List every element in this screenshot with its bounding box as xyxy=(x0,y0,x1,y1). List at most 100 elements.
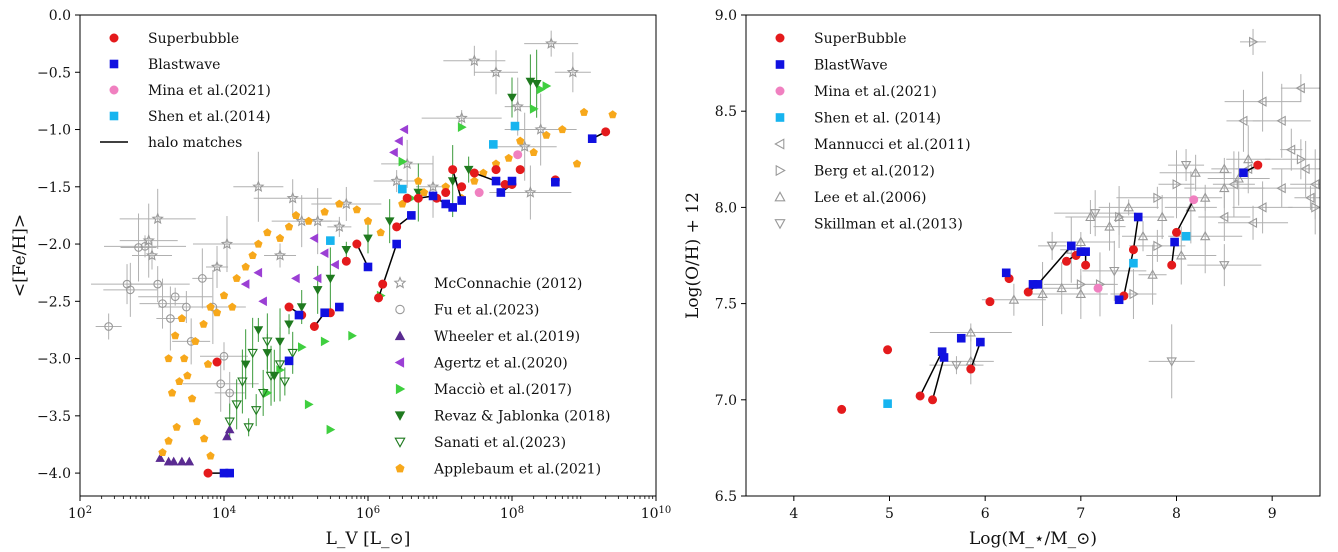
data-point-mannucci-et-al-2011 xyxy=(1238,115,1248,127)
data-point-sanati-et-al-2023 xyxy=(279,377,291,387)
data-point-superbubble xyxy=(441,188,451,198)
data-point-sanati-et-al-2023 xyxy=(231,400,242,410)
data-point-fu-et-al-2023 xyxy=(182,302,191,312)
data-point-lee-et-al-2006 xyxy=(1199,230,1211,241)
data-point-blastwave xyxy=(1133,212,1143,222)
x-tick-label: 5 xyxy=(885,506,894,522)
data-point-lee-et-al-2006 xyxy=(1176,250,1187,260)
x-tick-label: 102 xyxy=(68,505,92,523)
data-point-sanati-et-al-2023 xyxy=(287,348,298,359)
data-point-sanati-et-al-2023 xyxy=(224,417,235,428)
data-point-mcconnachie-2012 xyxy=(390,174,403,187)
data-point-mina-et-al-2021 xyxy=(474,188,484,198)
data-point-superbubble xyxy=(883,345,893,355)
data-point-agertz-et-al-2020 xyxy=(253,267,263,278)
legend-label-blastwave: Blastwave xyxy=(148,57,220,73)
x-tick-label: 1010 xyxy=(641,505,672,523)
chart-panel-1: 102 104 106 108 10100.0−0.5−1.0−1.5−2.0−2.5−… xyxy=(10,8,671,549)
data-point-lee-et-al-2006 xyxy=(1008,294,1020,304)
halo-match-line xyxy=(377,243,398,299)
data-point-applebaum-et-al-2021 xyxy=(206,302,215,311)
chart-panel-2: 4 5 6 7 8 9 6.5 7.0 7.5 8.0 8.5 9.0 Log(M_⋆/M_⊙) Log(… xyxy=(683,8,1321,549)
legend-label-mcconnachie-2012: McConnachie (2012) xyxy=(434,276,582,292)
legend-marker-lee-et-al-2006 xyxy=(774,191,786,202)
data-point-applebaum-et-al-2021 xyxy=(335,199,344,208)
x-tick-exponent: 8 xyxy=(518,505,524,516)
data-point-mcconnachie-2012 xyxy=(273,249,287,261)
legend-marker-berg-et-al-2012 xyxy=(775,164,786,177)
data-point-lee-et-al-2006 xyxy=(1199,192,1211,202)
y-axis-label: Log(O/H) + 12 xyxy=(683,192,703,319)
data-point-blastwave xyxy=(320,308,329,318)
data-point-berg-et-al-2012 xyxy=(1153,240,1163,252)
data-point-mannucci-et-al-2011 xyxy=(1309,179,1320,190)
data-point-sanati-et-al-2023 xyxy=(237,377,248,387)
data-point-blastwave xyxy=(976,337,985,347)
data-point-blastwave xyxy=(448,203,457,212)
data-point-lee-et-al-2006 xyxy=(1219,163,1230,173)
legend-label-skillman-et-al-2013: Skillman et al.(2013) xyxy=(814,217,963,233)
data-point-skillman-et-al-2013 xyxy=(1219,261,1230,271)
data-point-mcconnachie-2012 xyxy=(489,65,503,78)
data-point-blastwave xyxy=(956,333,966,343)
data-point-superbubble xyxy=(212,357,222,367)
x-tick-label: 106 xyxy=(356,505,380,523)
data-point-applebaum-et-al-2021 xyxy=(228,302,237,311)
data-point-revaz-jablonka-2018 xyxy=(507,93,517,103)
halo-match-line xyxy=(1037,245,1072,285)
data-point-agertz-et-al-2020 xyxy=(309,233,319,244)
data-point-agertz-et-al-2020 xyxy=(319,248,329,259)
data-point-mcconnachie-2012 xyxy=(566,65,579,78)
data-point-blastwave xyxy=(1066,241,1076,251)
data-point-fu-et-al-2023 xyxy=(225,388,235,398)
data-point-mcconnachie-2012 xyxy=(524,186,537,198)
data-point-superbubble xyxy=(601,127,611,137)
y-tick-label: −2.5 xyxy=(37,294,71,310)
data-point-applebaum-et-al-2021 xyxy=(187,394,197,403)
data-point-agertz-et-al-2020 xyxy=(389,147,398,158)
legend-label-agertz-et-al-2020: Agertz et al.(2020) xyxy=(433,356,568,372)
data-point-applebaum-et-al-2021 xyxy=(504,153,513,162)
data-point-wheeler-et-al-2019 xyxy=(168,456,179,466)
data-point-skillman-et-al-2013 xyxy=(951,361,962,371)
data-point-macci-et-al-2017 xyxy=(326,424,336,435)
data-point-superbubble xyxy=(1061,256,1071,266)
halo-match-line xyxy=(970,341,982,370)
data-point-blastwave xyxy=(407,211,416,220)
data-point-superbubble xyxy=(515,165,525,175)
data-point-fu-et-al-2023 xyxy=(166,314,175,323)
data-point-mcconnachie-2012 xyxy=(210,260,224,273)
y-tick-label: −3.0 xyxy=(37,352,71,368)
y-tick-label: 0.0 xyxy=(49,8,71,24)
legend-marker-mcconnachie-2012 xyxy=(393,276,407,289)
data-point-applebaum-et-al-2021 xyxy=(183,371,192,380)
data-point-mina-et-al-2021 xyxy=(1189,195,1199,205)
data-point-applebaum-et-al-2021 xyxy=(180,354,189,363)
data-point-superbubble xyxy=(469,168,479,178)
data-point-superbubble xyxy=(378,279,388,289)
data-point-applebaum-et-al-2021 xyxy=(219,291,229,300)
data-point-superbubble xyxy=(1167,260,1177,270)
data-point-applebaum-et-al-2021 xyxy=(529,148,538,156)
legend-label-mannucci-et-al-2011: Mannucci et al.(2011) xyxy=(814,137,971,153)
data-point-blastwave xyxy=(335,302,344,312)
data-point-lee-et-al-2006 xyxy=(1137,230,1149,241)
data-point-skillman-et-al-2013 xyxy=(1166,357,1177,367)
legend-top-left: Superbubble Blastwave Mina et al.(2021) She… xyxy=(100,31,271,151)
x-tick-label: 8 xyxy=(1172,506,1181,522)
data-point-berg-et-al-2012 xyxy=(1172,179,1182,190)
data-point-mcconnachie-2012 xyxy=(311,214,324,227)
data-point-mcconnachie-2012 xyxy=(151,212,164,225)
data-point-applebaum-et-al-2021 xyxy=(304,216,313,225)
data-point-blastwave xyxy=(939,353,949,362)
data-point-revaz-jablonka-2018 xyxy=(325,274,336,284)
data-point-lee-et-al-2006 xyxy=(1075,236,1087,247)
data-point-wheeler-et-al-2019 xyxy=(224,424,235,434)
data-point-applebaum-et-al-2021 xyxy=(352,205,362,214)
data-point-mannucci-et-al-2011 xyxy=(1304,192,1315,204)
data-point-applebaum-et-al-2021 xyxy=(558,125,567,134)
legend-label-blastwave: BlastWave xyxy=(814,58,888,74)
y-tick-label: −3.5 xyxy=(37,409,71,425)
x-axis-label: Log(M_⋆/M_⊙) xyxy=(969,529,1097,549)
data-point-blastwave xyxy=(551,177,560,187)
